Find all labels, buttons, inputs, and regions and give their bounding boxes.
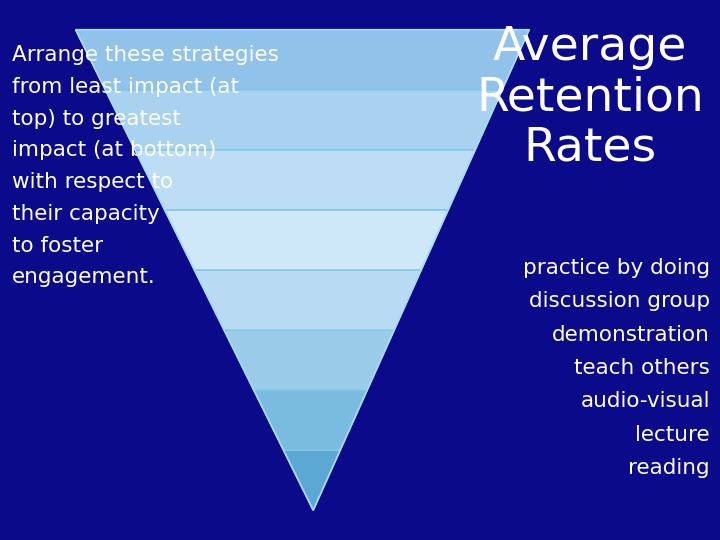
Text: practice by doing: practice by doing [523,258,710,278]
Polygon shape [76,30,529,90]
Text: lecture: lecture [635,424,710,444]
Text: Average
Retention
Rates: Average Retention Rates [476,25,704,171]
Polygon shape [224,330,395,390]
Text: audio-visual: audio-visual [580,392,710,411]
Text: demonstration: demonstration [552,325,710,345]
Text: reading: reading [629,458,710,478]
Text: with respect to: with respect to [12,172,173,192]
Text: impact (at bottom): impact (at bottom) [12,140,217,160]
Text: engagement.: engagement. [12,267,156,287]
Text: discussion group: discussion group [529,292,710,312]
Polygon shape [165,210,448,270]
Text: to foster: to foster [12,235,103,255]
Text: Arrange these strategies: Arrange these strategies [12,45,279,65]
Text: top) to greatest: top) to greatest [12,109,181,129]
Polygon shape [254,390,367,450]
Text: teach others: teach others [574,358,710,378]
Text: their capacity: their capacity [12,204,160,224]
Polygon shape [135,150,475,210]
Text: from least impact (at: from least impact (at [12,77,239,97]
Polygon shape [194,270,421,330]
Polygon shape [105,90,503,150]
Polygon shape [284,450,340,510]
